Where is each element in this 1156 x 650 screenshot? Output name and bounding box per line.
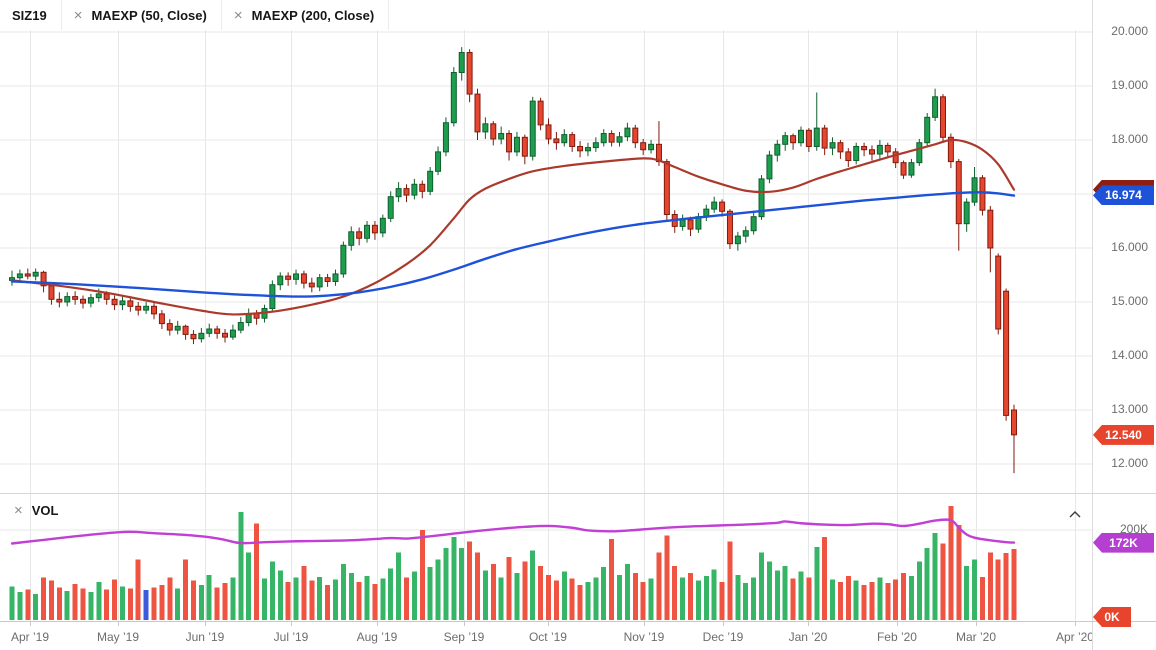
x-axis-label: Mar ’20 <box>956 630 997 644</box>
x-axis-tick <box>377 622 378 626</box>
volume-ma-tag: 172K <box>1093 532 1154 553</box>
ma200-price-tag: 16.974 <box>1093 185 1154 206</box>
chart-header: SIZ19 × MAEXP (50, Close) × MAEXP (200, … <box>0 0 1092 30</box>
price-pane[interactable] <box>0 30 1092 494</box>
price-axis-label: 18.000 <box>1111 132 1148 146</box>
symbol-legend: SIZ19 <box>0 0 62 30</box>
x-axis-label: Jun ’19 <box>185 630 225 644</box>
x-axis-tick <box>723 622 724 626</box>
x-axis-label: Sep ’19 <box>443 630 485 644</box>
volume-axis-label: 200K <box>1119 522 1148 536</box>
indicator-legend-ma200: × MAEXP (200, Close) <box>222 0 390 30</box>
remove-ma200-icon[interactable]: × <box>233 6 243 24</box>
volume-label: VOL <box>31 503 59 518</box>
x-axis-label: Apr ’20 <box>1055 630 1094 644</box>
indicator-legend-ma50: × MAEXP (50, Close) <box>62 0 222 30</box>
price-chart[interactable] <box>0 30 1092 494</box>
volume-baseline-tag: 0K <box>1093 607 1131 627</box>
x-axis-label: Dec ’19 <box>702 630 744 644</box>
ma200-indicator-label: MAEXP (200, Close) <box>251 7 375 23</box>
pane-divider[interactable] <box>0 493 1156 494</box>
x-axis-label: Apr ’19 <box>11 630 50 644</box>
symbol-label: SIZ19 <box>12 7 47 23</box>
x-axis-tick <box>205 622 206 626</box>
price-axis-label: 15.000 <box>1111 294 1148 308</box>
x-axis-label: Nov ’19 <box>623 630 665 644</box>
price-axis-label: 13.000 <box>1111 402 1148 416</box>
price-axis-label: 19.000 <box>1111 78 1148 92</box>
price-axis-label: 12.000 <box>1111 456 1148 470</box>
ma50-indicator-label: MAEXP (50, Close) <box>91 7 207 23</box>
x-axis-label: Oct ’19 <box>528 630 567 644</box>
x-axis-label: May ’19 <box>97 630 140 644</box>
x-axis-tick <box>808 622 809 626</box>
x-axis-label: Jul ’19 <box>273 630 309 644</box>
x-axis[interactable]: Apr ’19 May ’19 Jun ’19 Jul ’19 Aug ’19 Sep ’… <box>0 622 1094 650</box>
x-axis-tick <box>897 622 898 626</box>
chevron-up-icon[interactable] <box>1068 510 1086 524</box>
x-axis-label: Feb ’20 <box>876 630 917 644</box>
price-axis-label: 16.000 <box>1111 240 1148 254</box>
price-axis-label: 20.000 <box>1111 24 1148 38</box>
x-axis-tick <box>1075 622 1076 626</box>
x-axis-tick <box>976 622 977 626</box>
x-axis-tick <box>464 622 465 626</box>
volume-legend: × VOL <box>14 503 59 518</box>
volume-chart[interactable] <box>0 494 1092 622</box>
price-axis-label: 14.000 <box>1111 348 1148 362</box>
remove-ma50-icon[interactable]: × <box>73 6 83 24</box>
x-axis-tick <box>118 622 119 626</box>
remove-volume-icon[interactable]: × <box>14 502 23 519</box>
x-axis-border <box>0 621 1156 622</box>
volume-pane[interactable]: × VOL <box>0 494 1092 622</box>
x-axis-tick <box>548 622 549 626</box>
x-axis-label: Jan ’20 <box>788 630 828 644</box>
x-axis-tick <box>644 622 645 626</box>
x-axis-label: Aug ’19 <box>356 630 398 644</box>
x-axis-tick <box>30 622 31 626</box>
last-price-tag: 12.540 <box>1093 424 1154 445</box>
x-axis-tick <box>291 622 292 626</box>
